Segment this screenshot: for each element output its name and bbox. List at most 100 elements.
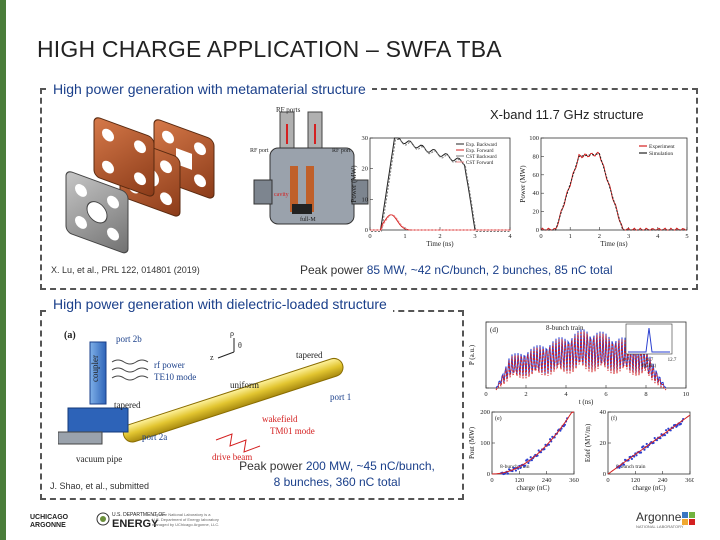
plotE-xtick-label: 240 xyxy=(542,477,552,484)
plotE-point xyxy=(548,438,552,441)
plotF-panel: (f) xyxy=(611,415,617,422)
plotD-title: 8-bunch train xyxy=(546,324,584,332)
plotR-xtick-label: 0 xyxy=(539,233,542,240)
plotF-point xyxy=(653,436,656,440)
plotD-xtick-label: 0 xyxy=(484,391,487,398)
argonne-logo-subtext: NATIONAL LABORATORY xyxy=(636,524,684,529)
plotL-legend-label: CST Backward xyxy=(466,155,497,160)
plotF-title: 8-bunch train xyxy=(616,464,646,470)
plotF-point xyxy=(622,463,626,466)
plotE-panel: (e) xyxy=(495,415,502,422)
plotR-xtick-label: 4 xyxy=(656,233,660,240)
plotF-point xyxy=(663,434,667,437)
argonne-logo-icon xyxy=(682,512,695,525)
plotE-point xyxy=(563,423,566,426)
plotF-xtick-label: 240 xyxy=(658,477,668,484)
rf-port-left-label: RF port xyxy=(250,148,269,154)
plotE-xtick-label: 360 xyxy=(569,477,579,484)
plotD-ylabel: P (a.u.) xyxy=(468,344,476,365)
plotL-ytick-label: 0 xyxy=(365,227,368,234)
coupler-label: coupler xyxy=(90,355,100,382)
plotE-ytick-label: 100 xyxy=(480,440,490,447)
plotD-inset-tick: 12.7 xyxy=(668,358,677,363)
tapered-top-label: tapered xyxy=(296,350,323,360)
doe-note-line1: Argonne National Laboratory is a xyxy=(152,512,211,517)
plotF-fit-line xyxy=(607,414,691,475)
plotF-point xyxy=(643,448,646,451)
plotD-xtick-label: 8 xyxy=(644,391,647,398)
section2-peak-highlight-2: 8 bunches, 360 nC total xyxy=(273,475,401,489)
uniform-label: uniform xyxy=(230,380,259,390)
plotE-fit-line xyxy=(491,411,575,475)
port2b-label: port 2b xyxy=(116,334,142,344)
axis-z-arrow xyxy=(217,351,235,359)
plotF-ylabel: Edef (MV/m) xyxy=(584,423,592,462)
plot-pout-vs-charge: 0 120 240 360 0 100 200 charge (nC) Pout (MW) (e)… xyxy=(468,409,579,492)
plotL-ytick-label: 10 xyxy=(362,196,369,203)
plotR-legend-label: Simulation xyxy=(649,151,673,157)
uchicago-logo-line1: UCHICAGO xyxy=(30,514,69,521)
plotE-ytick-label: 200 xyxy=(480,409,490,416)
steel-plate xyxy=(65,171,129,254)
plotL-legend-label: CST Forward xyxy=(466,161,494,166)
rf-wave-icon xyxy=(111,359,149,365)
structure-label: X-band 11.7 GHz structure xyxy=(490,107,644,122)
plotF-point xyxy=(659,436,662,440)
section2-peak-highlight-1: 200 MW, ~45 nC/bunch, xyxy=(305,459,435,473)
plotD-xtick-label: 2 xyxy=(524,391,527,398)
plotR-axes-frame xyxy=(540,137,688,231)
plotF-point xyxy=(652,441,655,445)
plotR-ytick-label: 100 xyxy=(529,135,539,142)
fm-structure-label: full-M xyxy=(300,216,316,223)
copper-plate-front xyxy=(93,117,155,197)
plotR-xtick-label: 1 xyxy=(569,233,572,240)
plotE-point xyxy=(547,443,551,446)
plotL-series-cst-backward xyxy=(371,139,511,232)
plotR-ytick-label: 60 xyxy=(533,172,540,179)
rf-power-label: rf power xyxy=(154,360,185,370)
section1-peak-power: Peak power 85 MW, ~42 nC/bunch, 2 bunche… xyxy=(300,262,613,278)
coupler-block xyxy=(67,407,129,433)
plotR-ytick-label: 40 xyxy=(533,190,540,197)
section1-reference: X. Lu, et al., PRL 122, 014801 (2019) xyxy=(51,265,200,275)
drive-beam-wave-icon xyxy=(215,433,261,453)
plotD-inset-peak xyxy=(628,327,670,353)
section2-peak-power: Peak power 200 MW, ~45 nC/bunch, 8 bunch… xyxy=(212,458,462,490)
plotF-ytick-label: 20 xyxy=(600,440,607,447)
argonne-logo-text: Argonne xyxy=(636,510,682,524)
dielectric-structure-diagram: (a) port 2b coupler rf power TE10 mode t… xyxy=(58,329,351,464)
plotE-xtick-label: 120 xyxy=(514,477,524,484)
plot-8-bunch-power: 0 2 4 6 8 10 t (ns) P (a.u.) (d) 8-bunch train 0.7… xyxy=(468,321,689,406)
metamaterial-plates-diagram xyxy=(65,117,215,254)
plotR-xtick-label: 2 xyxy=(598,233,601,240)
plotE-point xyxy=(514,469,518,472)
drive-beam-label: drive beam xyxy=(212,452,252,462)
axis-theta-label: θ xyxy=(238,341,242,350)
cavity-label: cavity xyxy=(274,192,289,198)
plotE-point xyxy=(519,466,522,469)
section2-peak-prefix: Peak power xyxy=(239,459,306,473)
plotF-point xyxy=(679,422,682,425)
plotL-xtick-label: 2 xyxy=(438,233,441,240)
plotD-xtick-label: 4 xyxy=(564,391,568,398)
plotR-xlabel: Time (ns) xyxy=(600,240,628,248)
plotR-ytick-label: 20 xyxy=(533,209,540,216)
cavity-assembly-diagram: RF ports RF port RF port full-M cavity xyxy=(250,106,369,225)
coupler-port-2b xyxy=(89,341,107,405)
axis-rho-label: ρ xyxy=(230,329,234,338)
plotL-xtick-label: 1 xyxy=(403,233,406,240)
doe-seal-icon xyxy=(96,512,110,526)
plotE-xtick-label: 0 xyxy=(490,477,493,484)
plotE-point xyxy=(526,458,529,461)
port2a-label: port 2a xyxy=(142,432,167,442)
plotR-xtick-label: 3 xyxy=(627,233,630,240)
plotF-xtick-label: 0 xyxy=(606,477,609,484)
plotF-xtick-label: 120 xyxy=(630,477,640,484)
plotE-ylabel: Pout (MW) xyxy=(468,426,476,459)
doe-note-line3: managed by UChicago Argonne, LLC. xyxy=(152,522,220,527)
plotD-xlabel: t (ns) xyxy=(579,398,594,406)
plotD-inset-xlabel: f(GHz) xyxy=(642,364,657,369)
plot-edef-vs-charge: 0 120 240 360 0 20 40 charge (nC) Edef (MV/m) (f)… xyxy=(584,409,694,492)
plot-backward-forward: 0 1 2 3 4 0 10 20 30 Time (ns) Power (MW) Exp. Back… xyxy=(350,135,512,248)
plotF-xlabel: charge (nC) xyxy=(632,484,666,492)
